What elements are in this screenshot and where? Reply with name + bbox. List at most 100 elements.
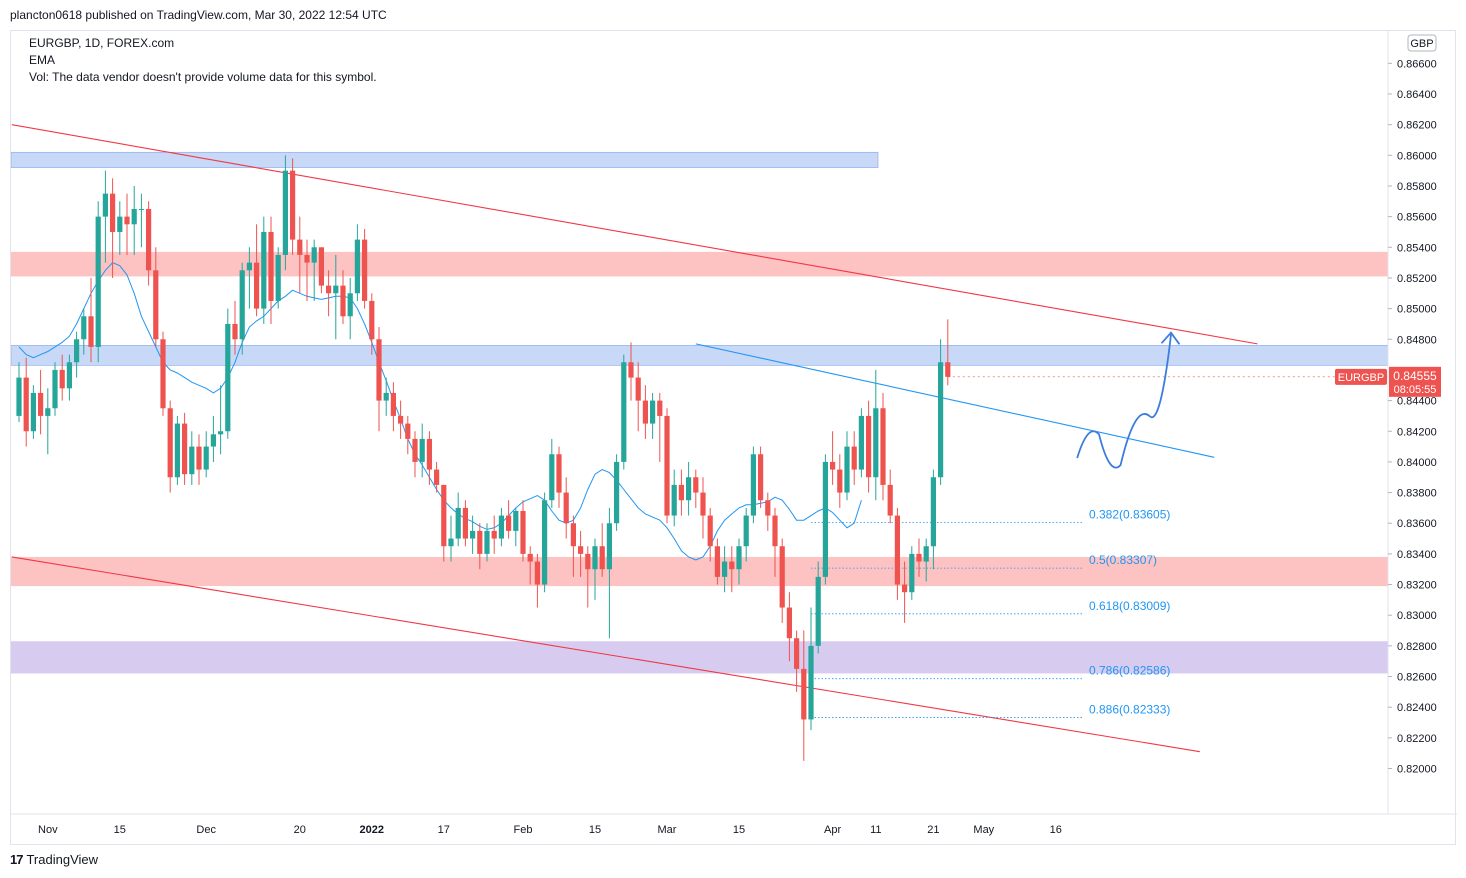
candle-body <box>506 515 512 531</box>
candle-down <box>729 546 735 593</box>
candle-body <box>599 546 605 570</box>
candle-body <box>491 530 497 539</box>
chart-canvas[interactable]: 0.382(0.83605) 0.5(0.83307) 0.618(0.83009)… <box>11 31 1457 846</box>
candle-up <box>333 254 339 340</box>
candle-body <box>290 170 296 240</box>
candle-body <box>369 300 375 340</box>
legend-ema[interactable]: EMA <box>29 53 56 67</box>
legend-symbol[interactable]: EURGBP, 1D, FOREX.com <box>29 36 175 50</box>
candles-layer <box>16 155 951 761</box>
candle-down <box>851 431 857 485</box>
currency-button[interactable] <box>1407 34 1437 52</box>
candle-down <box>880 392 886 501</box>
candle-body <box>808 645 814 720</box>
fib-label: 0.382(0.83605) <box>1089 507 1170 521</box>
price-tick-label: 0.85800 <box>1397 181 1437 193</box>
candle-body <box>563 492 569 524</box>
candle-down <box>376 327 382 432</box>
candle-up <box>448 515 454 562</box>
candle-body <box>318 247 324 286</box>
publisher-header: plancton0618 published on TradingView.co… <box>10 8 387 22</box>
candle-down <box>23 357 29 447</box>
fib-label: 0.5(0.83307) <box>1089 553 1157 567</box>
price-tick-label: 0.86600 <box>1397 58 1437 70</box>
candle-body <box>743 515 749 547</box>
candle-body <box>657 400 663 416</box>
candle-body <box>585 553 591 570</box>
time-tick-label: Feb <box>514 824 533 836</box>
candle-down <box>779 538 785 623</box>
candle-up <box>81 308 87 355</box>
time-tick-label: Nov <box>38 824 58 836</box>
projection-layer <box>1076 331 1180 469</box>
candle-down <box>837 454 843 508</box>
candle-down <box>182 412 188 485</box>
candle-body <box>412 438 418 462</box>
price-tick-label: 0.85200 <box>1397 273 1437 285</box>
candle-down <box>160 331 166 416</box>
candle-body <box>297 239 303 255</box>
price-tick-label: 0.84800 <box>1397 334 1437 346</box>
candle-down <box>146 201 152 286</box>
candle-body <box>794 638 800 669</box>
candle-body <box>534 561 540 585</box>
candle-body <box>765 500 771 516</box>
candle-up <box>189 431 195 485</box>
price-tick-label: 0.85400 <box>1397 242 1437 254</box>
candle-up <box>549 438 555 508</box>
price-tick-label: 0.85600 <box>1397 212 1437 224</box>
candle-down <box>916 538 922 577</box>
candle-body <box>930 477 936 547</box>
candle-down <box>304 239 310 301</box>
candle-up <box>873 369 879 501</box>
candle-down <box>758 446 764 508</box>
candle-up <box>621 354 627 470</box>
candle-up <box>354 224 360 301</box>
fib-layer: 0.382(0.83605) 0.5(0.83307) 0.618(0.83009)… <box>811 507 1170 718</box>
candle-up <box>66 354 72 401</box>
fib-label: 0.786(0.82586) <box>1089 664 1170 678</box>
candle-body <box>938 362 944 478</box>
candle-body <box>606 523 612 570</box>
candle-down <box>866 400 872 493</box>
tradingview-footer[interactable]: 17 TradingView <box>10 852 98 867</box>
candle-body <box>16 377 22 416</box>
candle-body <box>52 369 58 409</box>
candle-up <box>138 193 144 248</box>
currency-label: GBP <box>1410 38 1433 50</box>
candle-down <box>326 270 332 317</box>
candle-down <box>786 592 792 662</box>
candle-down <box>441 484 447 562</box>
time-tick-label: Dec <box>196 824 216 836</box>
candle-body <box>304 254 310 263</box>
candle-down <box>563 477 569 539</box>
candle-body <box>45 408 51 416</box>
candle-up <box>275 247 281 309</box>
candle-up <box>282 155 288 271</box>
candle-body <box>160 339 166 409</box>
candle-down <box>462 500 468 547</box>
candle-body <box>542 500 548 585</box>
price-tick-label: 0.82200 <box>1397 733 1437 745</box>
projection-arrowhead-icon <box>1161 331 1180 345</box>
candle-body <box>390 392 396 416</box>
candle-body <box>203 446 209 470</box>
ema-layer <box>18 262 862 561</box>
time-tick-label: 15 <box>589 824 601 836</box>
candle-down <box>765 492 771 531</box>
candle-body <box>570 523 576 547</box>
candle-body <box>462 507 468 539</box>
countdown-label: 08:05:55 <box>1394 384 1437 396</box>
candle-up <box>347 277 353 340</box>
chart-frame[interactable]: 0.382(0.83605) 0.5(0.83307) 0.618(0.83009)… <box>10 30 1457 846</box>
candle-up <box>750 446 756 524</box>
price-tick-label: 0.84400 <box>1397 396 1437 408</box>
candle-up <box>210 415 216 462</box>
candle-body <box>578 546 584 554</box>
candle-body <box>772 515 778 547</box>
candle-body <box>254 262 260 309</box>
candle-up <box>938 339 944 485</box>
projection-path <box>1076 333 1172 469</box>
candle-down <box>110 178 116 278</box>
candle-body <box>837 469 843 493</box>
